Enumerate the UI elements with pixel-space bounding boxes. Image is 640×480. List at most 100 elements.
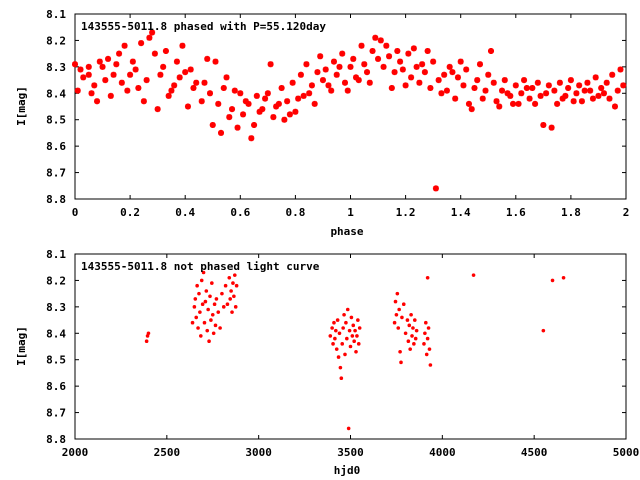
data-point	[584, 79, 591, 86]
data-point	[427, 347, 432, 351]
data-point	[465, 100, 472, 107]
data-point	[270, 114, 277, 121]
data-point	[210, 281, 214, 285]
data-point	[334, 328, 338, 333]
data-point	[534, 79, 541, 86]
data-point	[353, 328, 357, 333]
data-point	[504, 90, 511, 97]
data-point	[176, 74, 183, 81]
data-point	[526, 95, 533, 102]
x-tick-label: 2000	[62, 446, 89, 459]
data-point	[438, 90, 445, 97]
data-point	[214, 297, 219, 301]
data-point	[556, 79, 563, 86]
x-axis-label: hjd0	[334, 464, 361, 477]
y-tick-label: 8.5	[46, 354, 66, 367]
data-point	[339, 376, 344, 381]
data-point	[218, 326, 222, 330]
data-point	[430, 58, 437, 65]
data-point	[99, 63, 106, 70]
data-point	[620, 82, 627, 89]
data-point	[482, 87, 489, 94]
data-point	[428, 363, 433, 367]
data-point	[332, 320, 336, 325]
data-point	[416, 79, 423, 86]
data-point	[347, 63, 354, 70]
data-point	[402, 82, 409, 89]
data-point	[231, 281, 235, 285]
data-point	[203, 299, 208, 304]
data-point	[372, 34, 379, 41]
data-point	[229, 289, 233, 293]
data-point	[548, 124, 555, 131]
data-point	[408, 347, 412, 351]
data-point	[446, 63, 453, 70]
data-point	[105, 55, 112, 62]
data-point	[471, 85, 478, 91]
data-point	[194, 315, 199, 320]
data-point	[220, 85, 227, 91]
data-point	[337, 331, 342, 336]
data-point	[401, 302, 406, 307]
data-point	[198, 98, 205, 105]
data-point	[232, 273, 237, 277]
data-point	[518, 90, 525, 97]
data-point	[351, 323, 356, 328]
data-point	[311, 100, 318, 107]
data-point	[348, 344, 353, 349]
data-point	[330, 326, 334, 330]
data-point	[193, 297, 198, 301]
data-point	[322, 66, 329, 73]
data-point	[135, 85, 142, 91]
x-tick-label: 0.6	[230, 206, 250, 219]
data-point	[190, 85, 197, 91]
data-point	[336, 355, 341, 359]
data-point	[206, 307, 210, 312]
data-point	[281, 116, 288, 123]
data-point	[157, 71, 164, 78]
data-point	[435, 77, 442, 84]
data-point	[182, 69, 189, 76]
data-point	[221, 305, 226, 309]
data-point	[107, 92, 114, 99]
y-tick-label: 8.5	[46, 114, 66, 127]
data-point	[490, 79, 497, 86]
data-point	[171, 82, 178, 89]
data-point	[595, 92, 602, 99]
data-point	[551, 87, 558, 94]
data-point	[463, 66, 470, 73]
data-point	[499, 87, 506, 94]
data-point	[496, 103, 503, 110]
y-tick-label: 8.4	[46, 327, 66, 340]
data-point	[179, 42, 186, 49]
data-point	[515, 100, 522, 107]
data-point	[361, 61, 368, 68]
data-point	[479, 95, 486, 102]
unphased-light-curve-chart: 2000 2500 3000 3500 4000 4500 5000 8.1 8.2 8.3 8.4…	[15, 248, 639, 477]
data-point	[205, 328, 210, 333]
data-point	[190, 320, 195, 325]
data-point	[581, 87, 588, 94]
axis-ticks: 2000 2500 3000 3500 4000 4500 5000 8.1 8.2 8.3 8.4…	[46, 248, 639, 459]
data-point	[349, 315, 354, 320]
y-tick-label: 8.4	[46, 87, 66, 100]
y-tick-label: 8.6	[46, 380, 66, 393]
data-point	[350, 55, 357, 62]
data-point	[199, 278, 204, 283]
data-point	[335, 318, 340, 322]
data-point	[345, 307, 350, 312]
data-point	[342, 312, 346, 317]
data-point	[198, 310, 202, 314]
data-point	[96, 58, 103, 65]
data-point	[454, 74, 461, 81]
data-point	[350, 334, 355, 338]
data-point	[229, 106, 236, 113]
data-point	[550, 278, 555, 283]
y-tick-label: 8.1	[46, 248, 66, 261]
data-point	[162, 48, 169, 54]
data-point	[132, 66, 139, 73]
data-point	[341, 326, 345, 330]
data-point	[160, 63, 167, 70]
x-tick-label: 1.8	[561, 206, 581, 219]
data-point	[121, 42, 128, 49]
